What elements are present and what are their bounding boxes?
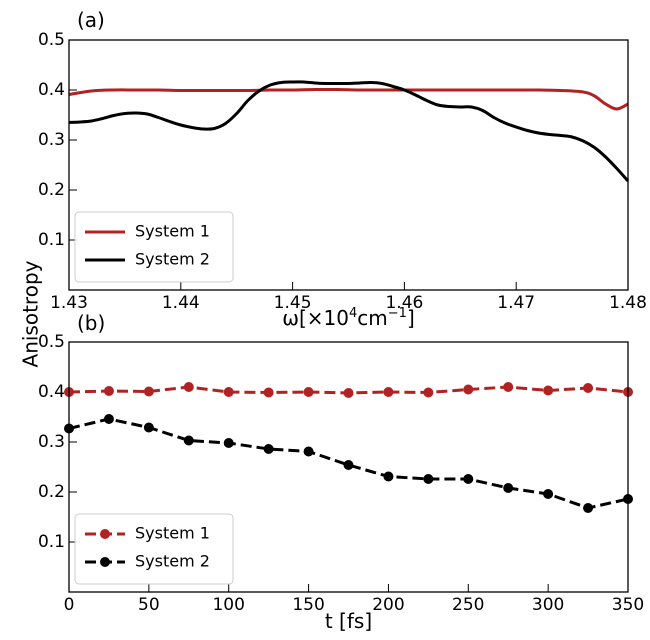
legend-marker-2 — [100, 557, 110, 567]
data-point-series-2 — [343, 460, 354, 470]
x-tick-label: 350 — [612, 595, 644, 615]
legend-label-1: System 1 — [135, 524, 210, 543]
series-line-2 — [68, 80, 630, 182]
legend-box — [74, 513, 234, 585]
y-tick-label: 0.5 — [38, 30, 65, 50]
x-tick-label: 1.47 — [497, 293, 535, 313]
legend-label-2: System 2 — [135, 250, 210, 269]
x-tick-label: 250 — [452, 595, 484, 615]
plot-frame — [68, 39, 629, 291]
data-point-series-1 — [503, 382, 514, 392]
data-point-series-1 — [263, 387, 274, 398]
data-point-series-1 — [223, 387, 234, 397]
x-tick-label: 100 — [212, 595, 244, 615]
y-tick-label: 0.1 — [38, 532, 65, 552]
y-tick-label: 0.1 — [38, 230, 65, 250]
legend: System 1 System 2 — [74, 513, 234, 585]
data-point-series-2 — [143, 422, 154, 433]
legend-box — [74, 211, 234, 283]
data-point-series-1 — [423, 387, 434, 398]
legend-label-2: System 2 — [135, 552, 210, 571]
data-point-series-2 — [503, 483, 514, 493]
legend-marker-1 — [100, 529, 110, 539]
data-point-series-1 — [463, 384, 474, 395]
x-axis-title: ω[×104cm−1] — [282, 306, 415, 330]
data-point-series-1 — [143, 386, 154, 397]
data-point-series-2 — [183, 435, 194, 446]
x-tick-label: 1.46 — [385, 293, 423, 313]
legend: System 1 System 2 — [74, 211, 234, 283]
y-axis-title: Anisotropy — [19, 260, 43, 367]
x-tick-label: 1.44 — [162, 293, 200, 313]
panel-b: (b) 0 50 100 150 200 250 300 350 0.1 0.2 0.3 0.4 0.5 t… — [38, 311, 644, 633]
series-line-1 — [68, 87, 629, 111]
data-point-series-1 — [583, 383, 594, 393]
data-point-series-2 — [463, 474, 474, 484]
panel-label: (a) — [77, 8, 105, 32]
y-tick-label: 0.2 — [38, 180, 65, 200]
y-tick-label: 0.3 — [38, 130, 65, 150]
x-tick-label: 1.48 — [609, 293, 647, 313]
data-point-series-2 — [423, 474, 434, 484]
data-point-series-1 — [183, 382, 194, 392]
data-point-series-1 — [343, 388, 354, 398]
y-tick-label: 0.4 — [38, 80, 65, 100]
x-tick-label: 300 — [532, 595, 564, 615]
data-point-series-2 — [223, 438, 234, 448]
data-point-series-2 — [263, 444, 274, 454]
y-tick-label: 0.3 — [38, 432, 65, 452]
x-tick-label: 150 — [292, 595, 324, 615]
data-point-series-2 — [583, 503, 594, 513]
x-tick-label: 50 — [138, 595, 160, 615]
y-tick-label: 0.2 — [38, 482, 65, 502]
y-tick-label: 0.5 — [38, 332, 65, 352]
y-tick-label: 0.4 — [38, 382, 65, 402]
data-point-series-2 — [383, 471, 394, 482]
panel-label: (b) — [77, 311, 105, 335]
plot-frame — [68, 341, 629, 593]
x-tick-label: 0 — [64, 595, 75, 615]
data-point-series-2 — [543, 489, 554, 499]
panel-a: (a) 1.43 1.44 1.45 1.46 1.47 1.48 0.1 0.2 0.3 0.4 0… — [38, 8, 647, 330]
data-point-series-1 — [543, 385, 554, 396]
x-tick-label: 1.43 — [50, 293, 88, 313]
data-point-series-2 — [303, 446, 314, 457]
data-point-series-1 — [383, 387, 394, 397]
legend-label-1: System 1 — [135, 222, 210, 241]
x-tick-label: 200 — [372, 595, 404, 615]
data-point-series-1 — [103, 386, 114, 396]
data-point-series-2 — [103, 414, 114, 424]
data-point-series-1 — [303, 387, 314, 397]
x-tick-label: 1.45 — [274, 293, 312, 313]
x-axis-title: t [fs] — [325, 609, 372, 633]
